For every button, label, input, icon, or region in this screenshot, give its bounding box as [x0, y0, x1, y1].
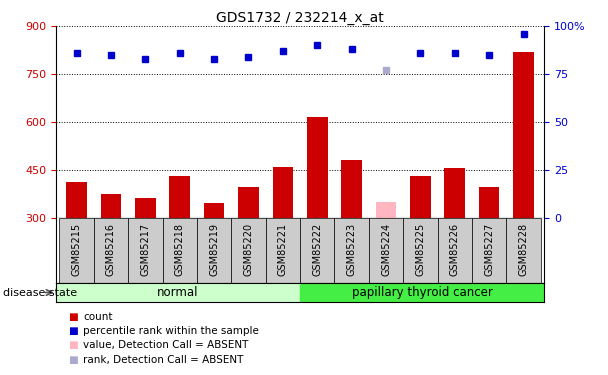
Text: GSM85217: GSM85217 — [140, 223, 150, 276]
Text: percentile rank within the sample: percentile rank within the sample — [83, 326, 259, 336]
Bar — [94, 217, 128, 283]
Text: papillary thyroid cancer: papillary thyroid cancer — [351, 286, 492, 299]
Text: GSM85216: GSM85216 — [106, 223, 116, 276]
Text: GSM85220: GSM85220 — [243, 223, 254, 276]
Bar — [334, 217, 369, 283]
Text: GSM85226: GSM85226 — [450, 223, 460, 276]
Text: GSM85228: GSM85228 — [519, 223, 528, 276]
Bar — [66, 183, 87, 218]
Text: GSM85225: GSM85225 — [415, 223, 426, 276]
Bar — [444, 168, 465, 217]
Bar — [60, 217, 94, 283]
Text: normal: normal — [157, 286, 199, 299]
Bar — [101, 194, 121, 217]
Text: GSM85221: GSM85221 — [278, 223, 288, 276]
Bar — [376, 202, 396, 217]
Bar — [162, 217, 197, 283]
Text: GSM85215: GSM85215 — [72, 223, 81, 276]
Bar — [479, 187, 499, 218]
Text: GSM85224: GSM85224 — [381, 223, 391, 276]
Text: GSM85218: GSM85218 — [174, 223, 185, 276]
Bar — [231, 217, 266, 283]
Bar — [135, 198, 156, 217]
Text: GSM85222: GSM85222 — [313, 223, 322, 276]
Text: value, Detection Call = ABSENT: value, Detection Call = ABSENT — [83, 340, 249, 350]
Text: GSM85219: GSM85219 — [209, 223, 219, 276]
Bar — [410, 176, 430, 218]
Bar — [197, 217, 231, 283]
Bar — [403, 217, 438, 283]
Bar — [170, 176, 190, 218]
Bar — [506, 217, 541, 283]
Bar — [56, 283, 300, 302]
Bar — [300, 217, 334, 283]
Text: disease state: disease state — [3, 288, 77, 297]
Text: ■: ■ — [68, 312, 78, 322]
Text: ■: ■ — [68, 355, 78, 364]
Bar — [513, 52, 534, 217]
Bar — [238, 187, 259, 218]
Bar — [204, 203, 224, 217]
Bar — [266, 217, 300, 283]
Bar — [307, 117, 328, 218]
Bar — [300, 283, 544, 302]
Bar — [472, 217, 506, 283]
Bar — [369, 217, 403, 283]
Text: count: count — [83, 312, 113, 322]
Bar — [272, 166, 293, 218]
Text: rank, Detection Call = ABSENT: rank, Detection Call = ABSENT — [83, 355, 244, 364]
Text: GSM85223: GSM85223 — [347, 223, 357, 276]
Text: ■: ■ — [68, 340, 78, 350]
Text: GSM85227: GSM85227 — [484, 223, 494, 276]
Title: GDS1732 / 232214_x_at: GDS1732 / 232214_x_at — [216, 11, 384, 25]
Bar — [128, 217, 162, 283]
Bar — [438, 217, 472, 283]
Text: ■: ■ — [68, 326, 78, 336]
Bar — [341, 160, 362, 218]
